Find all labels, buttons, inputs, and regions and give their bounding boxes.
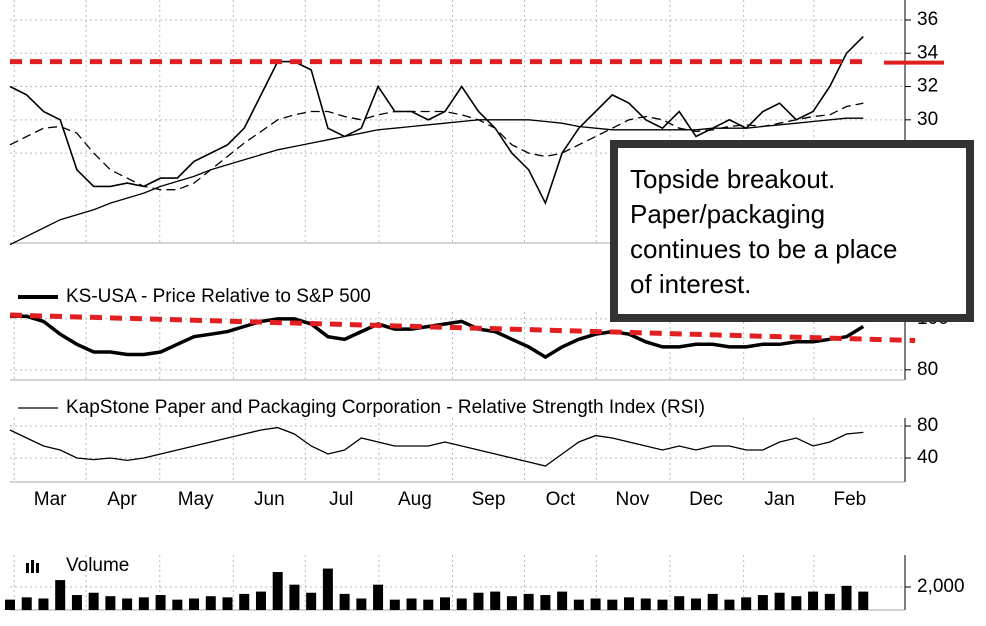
series-line	[9, 426, 864, 467]
volume-bar	[473, 592, 484, 610]
y-tick-label: 32	[917, 76, 938, 97]
volume-bar	[38, 598, 49, 610]
volume-bar	[105, 596, 116, 610]
volume-bar	[239, 593, 250, 610]
volume-bar	[858, 591, 869, 610]
x-tick-label: Jan	[764, 489, 795, 510]
annotation-text: Paper/packaging	[630, 199, 825, 229]
volume-bar	[339, 593, 350, 610]
volume-bar	[122, 598, 133, 610]
x-tick-label: May	[178, 489, 214, 510]
volume-bar	[741, 597, 752, 610]
legend-swatch	[31, 560, 34, 573]
volume-bar	[707, 593, 718, 610]
y-tick-label: 80	[917, 415, 938, 436]
legend-swatch	[26, 563, 29, 573]
annotation-text: Topside breakout.	[630, 164, 835, 194]
volume-bar	[674, 596, 685, 610]
x-tick-label: Nov	[615, 489, 649, 510]
volume-bar	[523, 593, 534, 610]
x-tick-label: Aug	[398, 489, 432, 510]
x-tick-label: Sep	[472, 489, 506, 510]
volume-bar	[189, 598, 200, 610]
series-line	[9, 117, 864, 246]
legend-label: Volume	[66, 555, 129, 576]
volume-bar	[373, 584, 384, 610]
volume-bar	[406, 598, 417, 610]
volume-bar	[490, 591, 501, 610]
y-tick-label: 34	[917, 42, 939, 63]
volume-bar	[607, 599, 618, 610]
x-tick-label: Feb	[834, 489, 867, 510]
volume-bar	[138, 597, 149, 610]
volume-bar	[88, 592, 99, 610]
y-tick-label: 80	[917, 359, 938, 380]
volume-bar	[172, 599, 183, 610]
volume-bar	[690, 598, 701, 610]
legend-swatch	[36, 563, 39, 573]
volume-bar	[540, 595, 551, 610]
volume-bar	[55, 580, 66, 610]
volume-bar	[841, 585, 852, 610]
volume-bar	[506, 596, 517, 610]
volume-bar	[322, 568, 333, 610]
volume-bar	[5, 599, 15, 610]
volume-bar	[440, 597, 450, 610]
annotation-box	[610, 140, 974, 322]
x-tick-label: Mar	[34, 489, 67, 510]
volume-bar	[791, 596, 802, 610]
volume-bar	[808, 591, 819, 610]
volume-bar	[657, 599, 668, 610]
annotation-text: continues to be a place	[630, 234, 897, 264]
volume-bar	[590, 598, 601, 610]
volume-bar	[289, 584, 300, 610]
volume-bar	[423, 599, 434, 610]
volume-bar	[724, 599, 735, 610]
y-tick-label: 2,000	[917, 576, 965, 597]
volume-bar	[824, 593, 835, 610]
y-tick-label: 40	[917, 447, 938, 468]
series-line	[9, 36, 864, 206]
volume-bar	[272, 572, 283, 610]
volume-bar	[456, 598, 467, 610]
x-tick-label: Jun	[254, 489, 285, 510]
volume-bar	[21, 597, 32, 610]
volume-bar	[573, 599, 584, 610]
legend-label: KS-USA - Price Relative to S&P 500	[66, 286, 371, 307]
x-tick-label: Oct	[546, 489, 576, 510]
annotation-text: of interest.	[630, 269, 751, 299]
volume-bar	[356, 598, 367, 610]
y-tick-label: 36	[917, 9, 938, 30]
x-tick-label: Jul	[329, 489, 353, 510]
volume-bar	[624, 597, 635, 610]
trend-line	[9, 312, 916, 344]
volume-bar	[205, 596, 216, 610]
legend-label: KapStone Paper and Packaging Corporation…	[66, 397, 705, 418]
volume-bar	[640, 598, 651, 610]
volume-bar	[389, 599, 400, 610]
volume-bar	[557, 591, 568, 610]
x-tick-label: Apr	[107, 489, 137, 510]
volume-bar	[155, 595, 166, 610]
y-tick-label: 30	[917, 109, 938, 130]
volume-bar	[757, 595, 768, 610]
volume-bar	[71, 595, 82, 610]
volume-bar	[306, 592, 317, 610]
volume-bar	[255, 591, 266, 610]
x-tick-label: Dec	[689, 489, 723, 510]
volume-bar	[774, 592, 785, 610]
volume-bar	[222, 597, 233, 610]
